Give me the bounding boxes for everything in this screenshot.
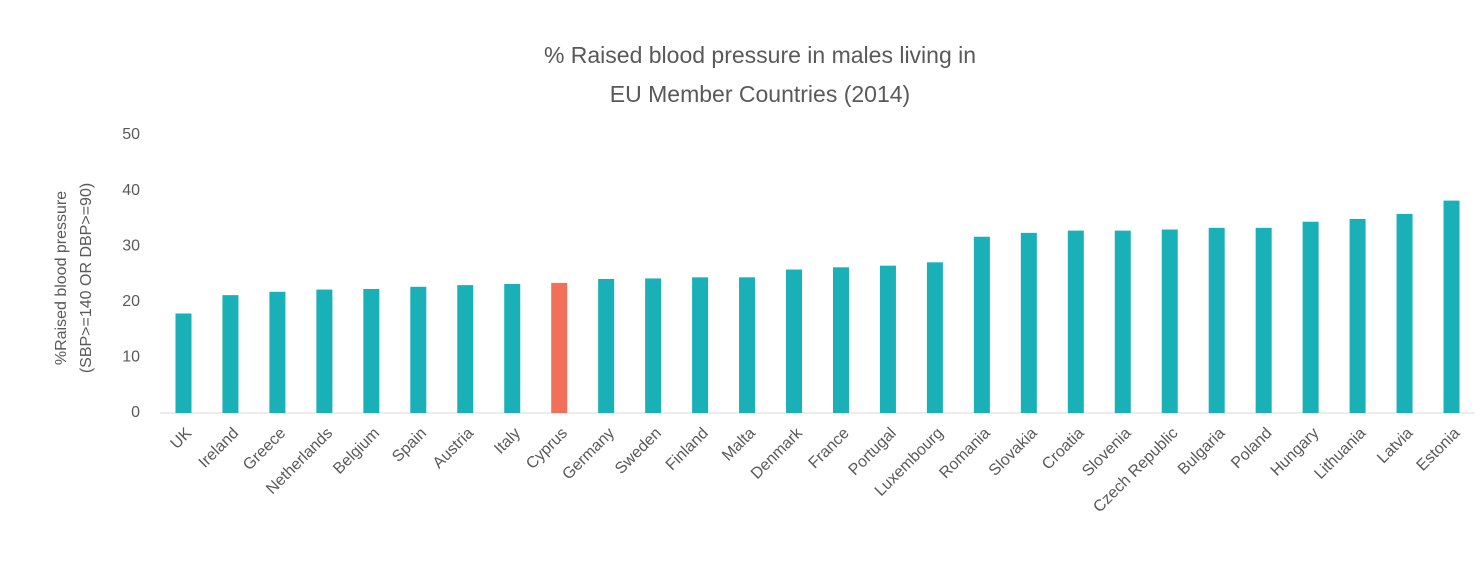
chart-title: % Raised blood pressure in males living … xyxy=(544,42,976,68)
bar xyxy=(1114,230,1131,413)
x-tick-label: Romania xyxy=(936,425,993,482)
x-tick-label: Slovakia xyxy=(986,425,1041,480)
x-tick-label: Germany xyxy=(559,425,618,484)
x-tick-label: Ireland xyxy=(196,425,243,472)
bar xyxy=(1349,218,1366,413)
x-tick-label: France xyxy=(806,425,853,472)
bar xyxy=(1020,232,1037,413)
x-tick-label: UK xyxy=(168,425,196,453)
bar xyxy=(1208,227,1225,413)
bar xyxy=(410,286,427,413)
bar xyxy=(973,236,990,413)
bar xyxy=(551,282,568,413)
x-tick-label: Finland xyxy=(663,425,712,474)
x-tick-label: Austria xyxy=(430,425,477,472)
bar xyxy=(269,291,286,413)
x-tick-label: Malta xyxy=(719,425,759,465)
bar xyxy=(1161,229,1178,413)
bar xyxy=(598,279,615,413)
x-tick-label: Latvia xyxy=(1374,425,1416,467)
x-tick-label: Belgium xyxy=(330,425,383,478)
bar xyxy=(645,278,662,413)
bar xyxy=(363,289,380,413)
x-tick-label: Poland xyxy=(1228,425,1275,472)
bar xyxy=(832,267,849,413)
bar xyxy=(1067,230,1084,413)
x-tick-label: Denmark xyxy=(748,424,807,483)
bar xyxy=(692,277,709,413)
bar xyxy=(1396,213,1413,413)
y-axis-label: %Raised blood pressure xyxy=(53,191,70,365)
y-axis-label: (SBP>=140 OR DBP>=90) xyxy=(78,183,95,373)
bar xyxy=(504,284,521,413)
x-tick-label: Sweden xyxy=(612,425,665,478)
bar xyxy=(1302,221,1319,413)
x-tick-label: Spain xyxy=(389,425,430,466)
x-tick-label: Cyprus xyxy=(523,425,571,473)
y-tick-label: 10 xyxy=(122,349,140,366)
bar xyxy=(786,269,803,413)
bar xyxy=(926,262,943,413)
y-tick-label: 20 xyxy=(122,293,140,310)
chart-title: EU Member Countries (2014) xyxy=(610,81,910,107)
bar xyxy=(222,295,239,413)
bar xyxy=(879,265,896,413)
bar xyxy=(316,289,333,413)
x-tick-label: Estonia xyxy=(1414,425,1464,475)
bar xyxy=(739,277,756,413)
y-tick-label: 30 xyxy=(122,237,140,254)
y-tick-label: 40 xyxy=(122,182,140,199)
x-tick-label: Italy xyxy=(491,425,524,458)
bar xyxy=(1255,227,1272,413)
x-tick-label: Lithuania xyxy=(1311,425,1369,483)
bar xyxy=(175,313,192,413)
y-tick-label: 0 xyxy=(131,404,140,421)
bar xyxy=(457,285,474,413)
bar xyxy=(1443,200,1460,413)
x-tick-label: Bulgaria xyxy=(1175,425,1229,479)
y-tick-label: 50 xyxy=(122,126,140,143)
x-tick-label: Czech Republic xyxy=(1090,425,1181,516)
